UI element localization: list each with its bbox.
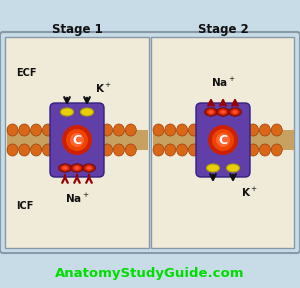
Ellipse shape — [58, 164, 71, 172]
Ellipse shape — [248, 144, 259, 156]
Ellipse shape — [205, 108, 218, 116]
Bar — [5, 37, 149, 248]
Ellipse shape — [43, 124, 53, 136]
Ellipse shape — [54, 124, 65, 136]
Ellipse shape — [212, 144, 223, 156]
Ellipse shape — [217, 108, 230, 116]
Ellipse shape — [208, 125, 238, 155]
Text: Stage 2: Stage 2 — [198, 24, 248, 37]
Ellipse shape — [102, 124, 112, 136]
Ellipse shape — [78, 144, 89, 156]
Ellipse shape — [19, 124, 30, 136]
Ellipse shape — [113, 124, 124, 136]
Ellipse shape — [271, 124, 282, 136]
Text: Stage 1: Stage 1 — [52, 24, 102, 37]
Ellipse shape — [177, 124, 188, 136]
Ellipse shape — [85, 165, 93, 171]
Ellipse shape — [75, 166, 79, 170]
Ellipse shape — [90, 144, 101, 156]
Ellipse shape — [206, 164, 220, 172]
Ellipse shape — [61, 108, 74, 116]
Text: ICF: ICF — [16, 201, 33, 211]
Ellipse shape — [224, 144, 235, 156]
Ellipse shape — [66, 124, 77, 136]
Ellipse shape — [226, 164, 239, 172]
Ellipse shape — [125, 144, 136, 156]
FancyBboxPatch shape — [50, 103, 104, 177]
Ellipse shape — [78, 124, 89, 136]
Ellipse shape — [31, 124, 42, 136]
Ellipse shape — [271, 144, 282, 156]
Ellipse shape — [19, 144, 30, 156]
Ellipse shape — [207, 109, 215, 115]
Ellipse shape — [260, 124, 270, 136]
Ellipse shape — [165, 144, 176, 156]
Ellipse shape — [212, 129, 234, 151]
Ellipse shape — [61, 165, 69, 171]
Ellipse shape — [236, 144, 247, 156]
Text: Na$^+$: Na$^+$ — [211, 75, 235, 88]
Ellipse shape — [153, 144, 164, 156]
Ellipse shape — [188, 144, 200, 156]
Ellipse shape — [54, 144, 65, 156]
Ellipse shape — [62, 125, 92, 155]
Text: K$^+$: K$^+$ — [241, 185, 258, 198]
Ellipse shape — [236, 124, 247, 136]
Ellipse shape — [87, 166, 91, 170]
Ellipse shape — [66, 129, 88, 151]
Ellipse shape — [7, 144, 18, 156]
Ellipse shape — [200, 124, 211, 136]
Ellipse shape — [113, 144, 124, 156]
Text: K$^+$: K$^+$ — [95, 82, 112, 94]
Ellipse shape — [248, 124, 259, 136]
Ellipse shape — [209, 111, 213, 113]
FancyBboxPatch shape — [0, 32, 300, 253]
Ellipse shape — [177, 144, 188, 156]
Ellipse shape — [221, 111, 225, 113]
Ellipse shape — [212, 124, 223, 136]
Text: AnatomyStudyGuide.com: AnatomyStudyGuide.com — [55, 266, 245, 279]
Ellipse shape — [80, 108, 94, 116]
Ellipse shape — [66, 144, 77, 156]
Ellipse shape — [70, 164, 83, 172]
Ellipse shape — [31, 144, 42, 156]
Text: Na$^+$: Na$^+$ — [65, 192, 89, 204]
Ellipse shape — [165, 124, 176, 136]
Text: C: C — [218, 134, 228, 147]
Text: ECF: ECF — [16, 68, 37, 78]
Ellipse shape — [73, 165, 81, 171]
Ellipse shape — [7, 124, 18, 136]
Ellipse shape — [200, 144, 211, 156]
Ellipse shape — [125, 124, 136, 136]
Ellipse shape — [153, 124, 164, 136]
Ellipse shape — [43, 144, 53, 156]
Ellipse shape — [219, 109, 227, 115]
Bar — [7, 130, 148, 150]
Ellipse shape — [82, 164, 95, 172]
Ellipse shape — [102, 144, 112, 156]
Ellipse shape — [224, 124, 235, 136]
Ellipse shape — [229, 108, 242, 116]
Text: C: C — [72, 134, 82, 147]
Ellipse shape — [63, 166, 67, 170]
Ellipse shape — [231, 109, 239, 115]
Ellipse shape — [233, 111, 237, 113]
FancyBboxPatch shape — [196, 103, 250, 177]
Ellipse shape — [70, 133, 84, 147]
Ellipse shape — [90, 124, 101, 136]
Ellipse shape — [188, 124, 200, 136]
Bar — [153, 130, 294, 150]
Bar — [151, 37, 294, 248]
Ellipse shape — [260, 144, 270, 156]
Ellipse shape — [216, 133, 230, 147]
